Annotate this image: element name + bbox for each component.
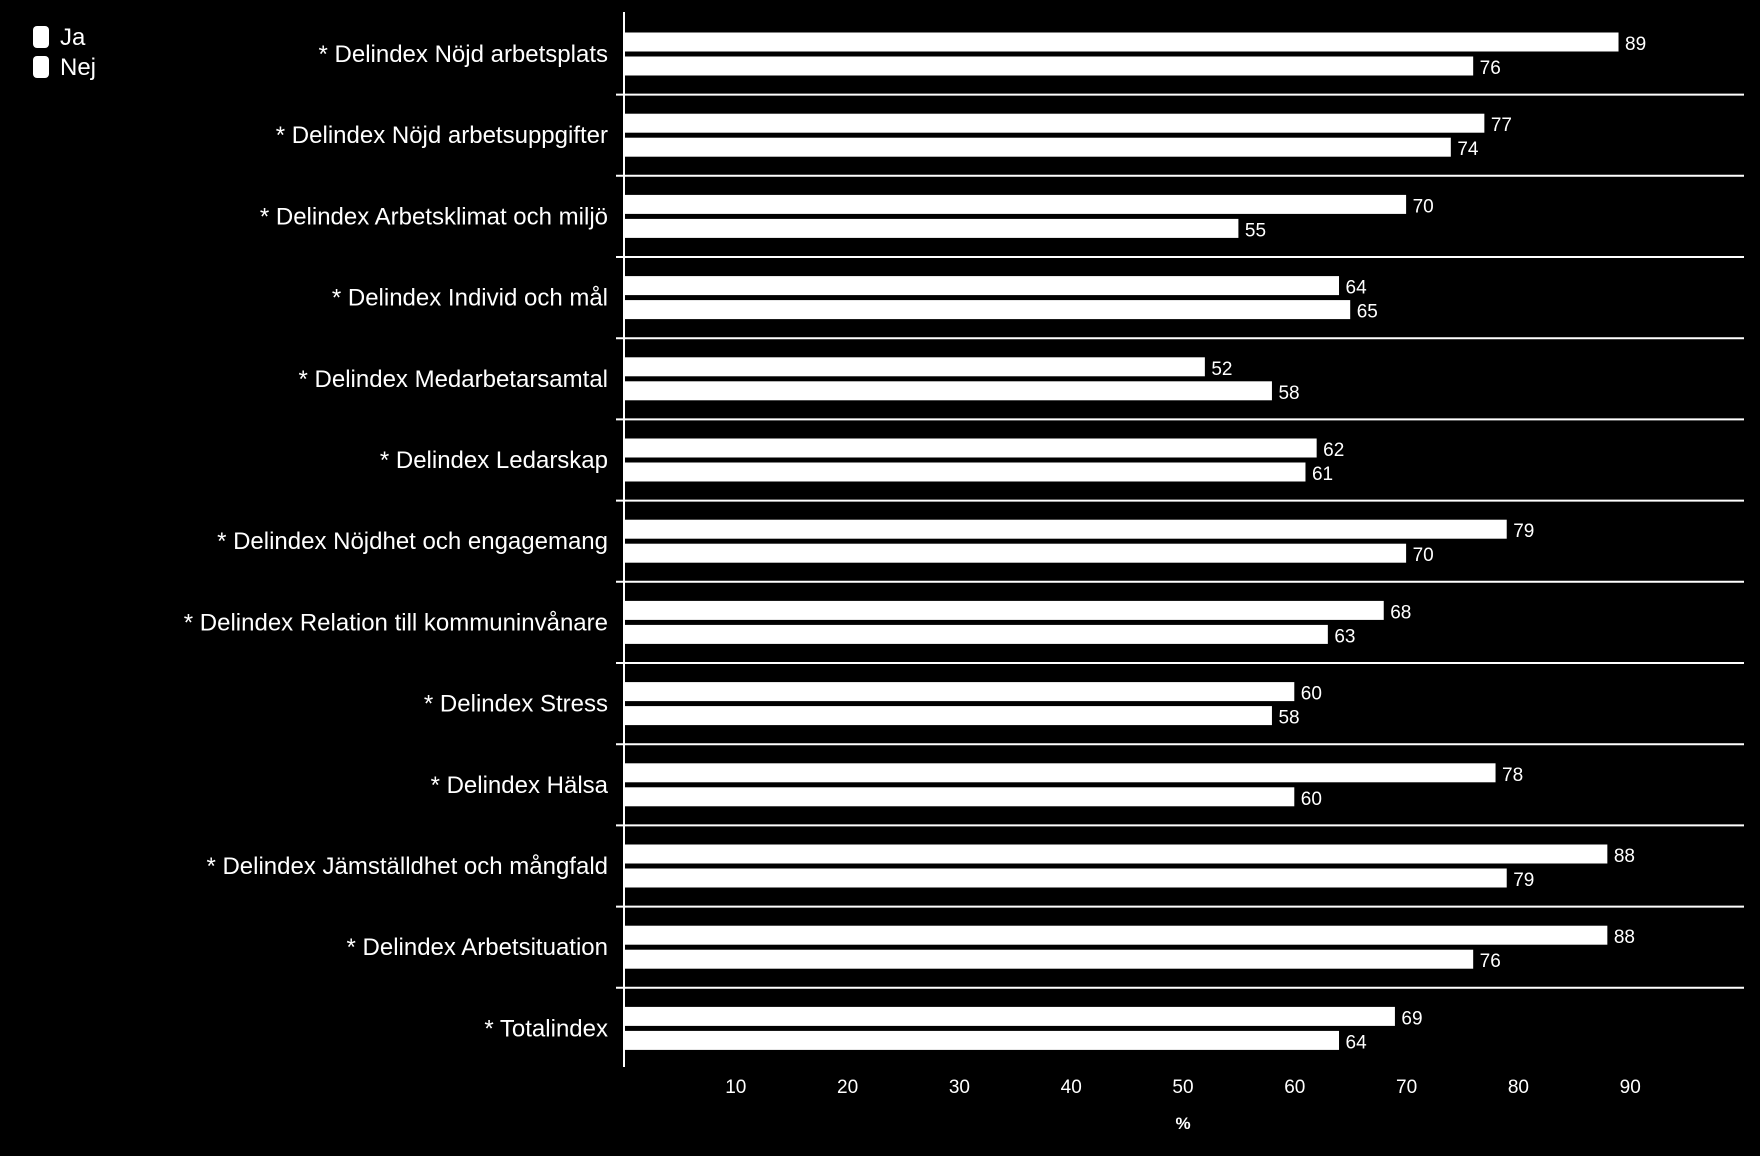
bar-nej-9	[623, 705, 1273, 727]
x-axis-title: %	[1175, 1114, 1190, 1133]
bar-nej-4	[623, 299, 1352, 321]
bar-ja-4	[623, 275, 1341, 297]
value-label: 62	[1323, 440, 1344, 461]
category-label: * Delindex Nöjd arbetsuppgifter	[276, 122, 608, 149]
bar-ja-1	[623, 31, 1620, 53]
value-label: 79	[1513, 521, 1534, 542]
value-label: 63	[1334, 626, 1355, 647]
category-separators	[616, 93, 1744, 989]
category-label: * Delindex Jämställdhet och mångfald	[206, 853, 608, 880]
value-label: 58	[1278, 383, 1299, 404]
category-label: * Delindex Arbetsklimat och miljö	[260, 203, 608, 230]
bar-nej-2	[623, 136, 1452, 158]
value-label: 78	[1502, 765, 1523, 786]
category-label: * Delindex Arbetsituation	[347, 934, 609, 961]
legend-swatch	[33, 56, 49, 78]
x-tick-label: 90	[1620, 1077, 1641, 1098]
value-label: 76	[1480, 951, 1501, 972]
value-label: 74	[1457, 139, 1479, 160]
category-label: * Delindex Individ och mål	[332, 285, 608, 312]
bar-nej-11	[623, 867, 1508, 889]
bar-nej-6	[623, 461, 1307, 483]
bar-nej-3	[623, 217, 1240, 239]
bar-ja-8	[623, 599, 1385, 621]
category-label: * Delindex Ledarskap	[380, 447, 608, 474]
bar-nej-7	[623, 542, 1408, 564]
category-label: * Delindex Nöjdhet och engagemang	[217, 528, 608, 555]
value-label: 79	[1513, 870, 1534, 891]
category-label: * Delindex Medarbetarsamtal	[299, 366, 608, 393]
legend: Ja Nej	[33, 24, 96, 81]
bars	[623, 31, 1620, 1051]
legend-swatch	[33, 26, 49, 48]
value-label: 64	[1346, 278, 1368, 299]
bar-ja-5	[623, 356, 1206, 378]
value-label: 69	[1401, 1008, 1422, 1029]
value-label: 77	[1491, 115, 1512, 136]
value-label: 60	[1301, 789, 1322, 810]
bar-nej-8	[623, 623, 1329, 645]
bar-ja-9	[623, 681, 1296, 703]
value-label: 88	[1614, 927, 1635, 948]
value-label: 65	[1357, 302, 1378, 323]
value-label: 68	[1390, 602, 1411, 623]
x-tick-label: 10	[725, 1077, 746, 1098]
x-tick-label: 20	[837, 1077, 858, 1098]
bar-nej-12	[623, 948, 1475, 970]
bar-ja-6	[623, 437, 1318, 459]
bar-ja-11	[623, 843, 1609, 865]
bar-ja-2	[623, 112, 1486, 134]
legend-label: Nej	[60, 54, 96, 81]
x-tick-label: 60	[1284, 1077, 1305, 1098]
x-tick-label: 50	[1172, 1077, 1193, 1098]
bar-ja-7	[623, 518, 1508, 540]
legend-label: Ja	[60, 24, 86, 51]
category-labels: * Delindex Nöjd arbetsplats * Delindex Nö…	[184, 41, 609, 1042]
value-label: 58	[1278, 708, 1299, 729]
x-tick-label: 70	[1396, 1077, 1417, 1098]
value-label: 60	[1301, 684, 1322, 705]
value-label: 76	[1480, 58, 1501, 79]
bar-nej-13	[623, 1029, 1341, 1051]
bar-ja-12	[623, 924, 1609, 946]
x-ticks: 10 20 30 40 50 60 70 80 90	[725, 1077, 1641, 1098]
category-label: * Delindex Nöjd arbetsplats	[319, 41, 609, 68]
value-label: 88	[1614, 846, 1635, 867]
bar-nej-1	[623, 55, 1475, 77]
category-label: * Totalindex	[484, 1015, 608, 1042]
value-label: 70	[1413, 545, 1434, 566]
bar-nej-10	[623, 786, 1296, 808]
category-label: * Delindex Hälsa	[431, 772, 609, 799]
category-label: * Delindex Relation till kommuninvånare	[184, 609, 608, 636]
category-label: * Delindex Stress	[424, 691, 608, 718]
x-tick-label: 80	[1508, 1077, 1529, 1098]
value-label: 55	[1245, 220, 1266, 241]
value-label: 52	[1211, 359, 1232, 380]
value-label: 89	[1625, 34, 1646, 55]
value-labels: 8976777470556465525862617970686360587860…	[1211, 34, 1646, 1053]
value-label: 64	[1346, 1032, 1368, 1053]
value-label: 70	[1413, 196, 1434, 217]
x-tick-label: 40	[1061, 1077, 1082, 1098]
bar-ja-3	[623, 193, 1408, 215]
bar-ja-10	[623, 762, 1497, 784]
bar-nej-5	[623, 380, 1273, 402]
value-label: 61	[1312, 464, 1333, 485]
x-tick-label: 30	[949, 1077, 970, 1098]
bar-ja-13	[623, 1005, 1396, 1027]
